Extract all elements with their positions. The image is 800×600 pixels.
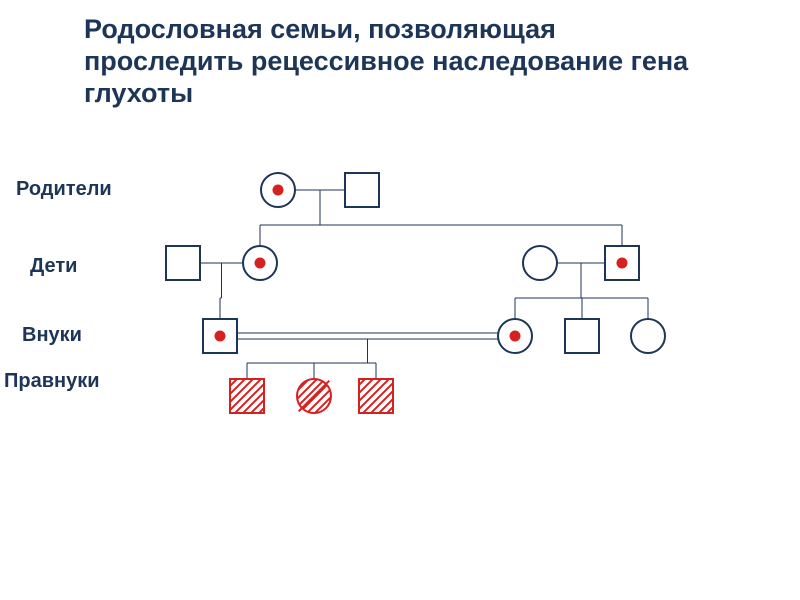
person-g3f2 bbox=[631, 319, 665, 353]
person-g4m1 bbox=[230, 379, 264, 413]
person-g2f2 bbox=[523, 246, 557, 280]
person-g3m2 bbox=[565, 319, 599, 353]
person-g2m1 bbox=[166, 246, 200, 280]
pedigree-chart bbox=[0, 0, 800, 600]
person-g4m2 bbox=[359, 379, 393, 413]
node-layer bbox=[166, 173, 665, 413]
person-g1m bbox=[345, 173, 379, 207]
